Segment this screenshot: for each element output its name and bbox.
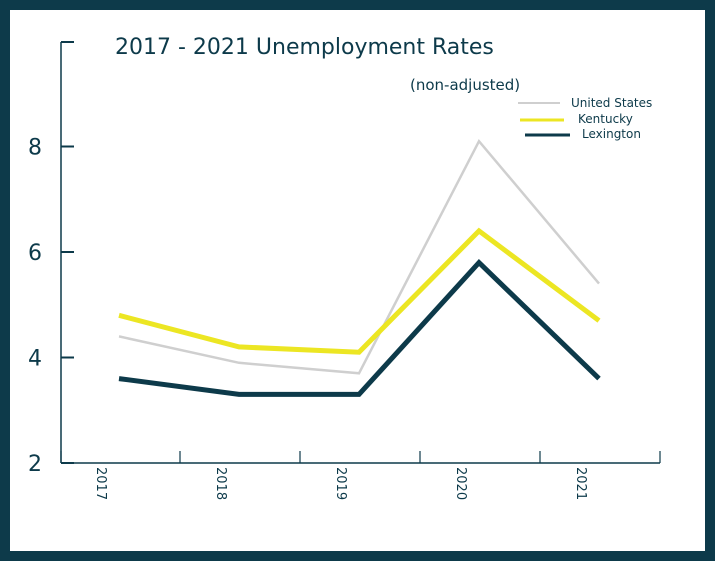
y-tick-label: 8 <box>28 136 42 161</box>
y-ticks: 2 4 6 8 <box>28 41 74 477</box>
y-tick-label: 6 <box>28 241 42 266</box>
x-tick-label: 2017 <box>93 467 108 500</box>
series-line-united-states <box>118 138 600 375</box>
x-tick-label: 2019 <box>333 467 348 500</box>
legend-label: Kentucky <box>578 112 633 126</box>
legend-label: Lexington <box>582 127 641 141</box>
legend-label: United States <box>571 96 652 110</box>
x-tick-label: 2018 <box>213 467 228 500</box>
x-tick-label: 2021 <box>573 467 588 500</box>
series-line-kentucky <box>118 227 601 355</box>
y-tick-label: 2 <box>28 452 42 477</box>
x-ticks: 2017 2018 2019 2020 2021 <box>60 451 661 500</box>
series-lines <box>118 138 601 397</box>
x-tick-label: 2020 <box>453 467 468 500</box>
chart-title: 2017 - 2021 Unemployment Rates <box>115 35 494 60</box>
series-line-lexington <box>118 259 601 397</box>
y-tick-label: 4 <box>28 347 42 372</box>
chart-subtitle: (non-adjusted) <box>410 76 520 94</box>
